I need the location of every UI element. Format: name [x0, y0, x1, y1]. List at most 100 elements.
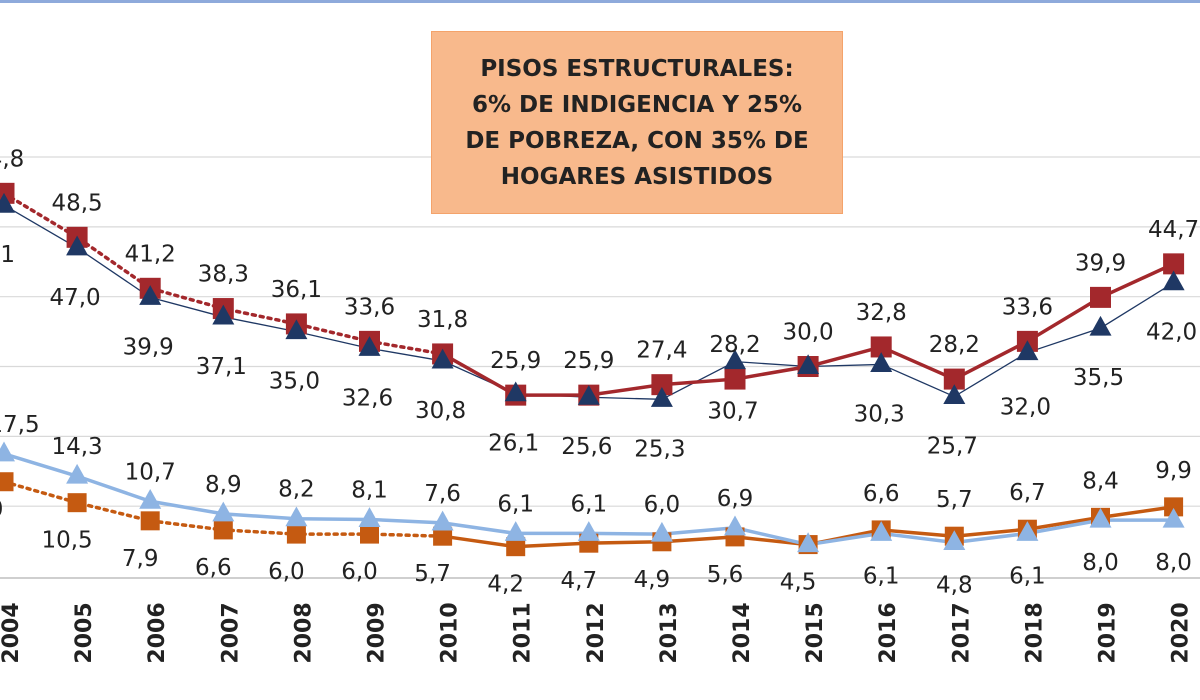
- x-tick-label: 2020: [1169, 602, 1194, 663]
- x-tick-labels: 2004 2005 2006 2007 2008 2009 2010 2011 2012 2013…: [0, 602, 1194, 663]
- data-label: 6,0: [341, 559, 378, 585]
- data-point-triangle: [724, 349, 746, 370]
- x-tick-label: 2018: [1022, 602, 1047, 663]
- data-point-triangle: [139, 489, 162, 509]
- data-point-triangle: [212, 304, 235, 325]
- series-poverty-blue-data-labels: ,1 47,0 39,9 37,1 35,0 32,6 30,8 26,1 25,6 25,3 30…: [0, 242, 1197, 462]
- data-point-square: [213, 520, 233, 540]
- data-point-triangle: [285, 319, 308, 340]
- data-point-square: [67, 493, 87, 513]
- data-label: 4,8: [936, 572, 973, 598]
- data-label: 8,0: [1155, 550, 1192, 576]
- data-label: 4,8: [0, 146, 24, 172]
- data-label: 6,0: [644, 492, 681, 518]
- data-label: 4,5: [780, 570, 817, 596]
- x-tick-label: 2007: [218, 602, 243, 663]
- data-point-square: [140, 511, 160, 531]
- x-tick-label: 2010: [438, 602, 463, 663]
- data-label: 36,1: [271, 277, 322, 303]
- data-point-triangle: [650, 387, 673, 407]
- top-border-line: [0, 0, 1200, 3]
- data-point-triangle: [943, 384, 966, 405]
- data-label: 4,7: [561, 568, 598, 594]
- data-label: 6,7: [1009, 480, 1046, 506]
- data-label: 25,7: [927, 434, 978, 460]
- data-point-square: [651, 374, 673, 396]
- data-label: 6,0: [268, 559, 305, 585]
- series-indigence-lightblue-data-labels: 17,5 14,3 10,7 8,9 8,2 8,1 7,6 6,1 6,1 6,0 6,9 6,1 4…: [0, 412, 1192, 599]
- data-label: 35,0: [269, 369, 320, 395]
- data-label: 6,1: [571, 491, 608, 517]
- x-tick-label: 2008: [291, 602, 316, 663]
- data-point-triangle: [0, 441, 15, 462]
- title-line-4: HOGARES ASISTIDOS: [500, 163, 774, 190]
- data-label: 5,6: [707, 562, 744, 588]
- data-label: 6,6: [195, 555, 232, 581]
- data-point-square: [0, 472, 14, 492]
- data-label: 8,9: [205, 472, 242, 498]
- x-tick-label: 2012: [584, 602, 609, 663]
- data-label: 5,7: [936, 487, 973, 513]
- data-point-triangle: [943, 530, 966, 551]
- data-point-triangle: [1016, 521, 1039, 541]
- data-point-square: [724, 368, 746, 390]
- data-point-triangle: [870, 352, 893, 372]
- x-tick-label: 2006: [145, 602, 170, 663]
- data-label: 39,9: [123, 334, 174, 360]
- data-label: 25,9: [490, 348, 541, 374]
- data-point-triangle: [66, 235, 89, 256]
- data-label: 37,1: [196, 354, 247, 380]
- data-point-triangle: [650, 521, 673, 542]
- data-point-square: [1163, 253, 1185, 275]
- data-label: 31,8: [417, 307, 468, 333]
- data-label: 25,3: [634, 436, 685, 462]
- data-label: 7,6: [424, 481, 461, 507]
- data-label: 32,8: [856, 300, 907, 326]
- data-label: 8,2: [278, 477, 315, 503]
- data-label: 6,1: [497, 491, 534, 517]
- data-point-triangle: [1162, 507, 1185, 528]
- x-tick-label: 2009: [365, 602, 390, 663]
- data-label: 30,7: [707, 399, 758, 425]
- data-label: 10,7: [125, 459, 176, 485]
- data-label: 17,5: [0, 412, 40, 438]
- series-indigence-orange-data-labels: 0 10,5 7,9 6,6 6,0 6,0 5,7 4,2 4,7 4,9 5,6 4,5 6,6 5,…: [0, 458, 1192, 598]
- title-line-2: 6% DE INDIGENCIA Y 25%: [471, 91, 803, 118]
- x-tick-label: 2017: [949, 602, 974, 663]
- data-label: 8,4: [1082, 468, 1119, 494]
- data-label: 8,0: [1082, 550, 1119, 576]
- data-point-square: [286, 524, 306, 544]
- data-label: 25,9: [563, 348, 614, 374]
- data-label: 42,0: [1146, 320, 1197, 346]
- x-tick-label: 2016: [876, 602, 901, 663]
- data-point-square: [433, 526, 453, 546]
- data-point-square: [1090, 286, 1111, 308]
- data-label: 10,5: [41, 528, 92, 554]
- data-label: 6,9: [717, 486, 754, 512]
- x-tick-label: 2013: [657, 602, 682, 663]
- gridlines: [0, 156, 1200, 507]
- data-label: 32,6: [342, 385, 393, 411]
- x-tick-label: 2015: [803, 602, 828, 663]
- data-point-triangle: [431, 510, 454, 531]
- x-tick-label: 2011: [511, 602, 536, 663]
- x-tick-label: 2005: [72, 602, 97, 663]
- data-label: 30,0: [782, 320, 833, 346]
- chart-title-box: PISOS ESTRUCTURALES: 6% DE INDIGENCIA Y …: [431, 31, 843, 214]
- data-point-triangle: [870, 521, 893, 541]
- data-label: 33,6: [1002, 294, 1053, 320]
- data-point-triangle: [139, 285, 162, 305]
- data-point-triangle: [0, 192, 15, 213]
- data-point-triangle: [504, 381, 527, 402]
- data-point-square: [506, 537, 526, 557]
- data-point-triangle: [212, 501, 235, 522]
- data-label: 27,4: [636, 338, 687, 364]
- data-label: 30,8: [415, 398, 466, 424]
- data-point-triangle: [358, 336, 381, 356]
- data-label: 39,9: [1075, 250, 1126, 276]
- data-point-triangle: [1016, 340, 1039, 361]
- data-point-triangle: [577, 384, 600, 405]
- data-point-triangle: [1089, 315, 1112, 336]
- data-label: 48,5: [51, 190, 102, 216]
- data-point-triangle: [1089, 507, 1112, 528]
